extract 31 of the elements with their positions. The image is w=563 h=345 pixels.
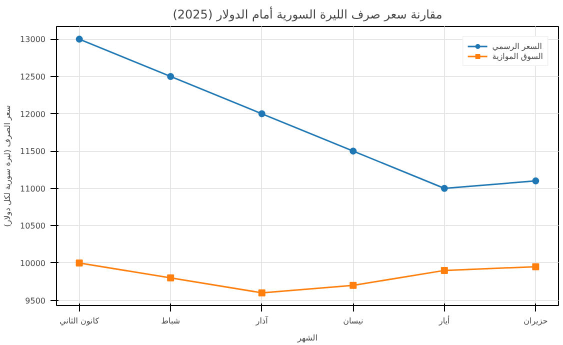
point <box>532 177 540 184</box>
legend-label: السعر الرسمي <box>492 41 542 51</box>
y-tick-label: 11000 <box>20 184 46 194</box>
y-tick-label: 10000 <box>20 258 46 268</box>
y-tick-label: 12500 <box>20 72 46 82</box>
point <box>167 274 174 282</box>
y-tick-label: 9500 <box>25 296 46 306</box>
point <box>258 110 266 118</box>
chart-title: مقارنة سعر صرف الليرة السورية أمام الدولار (2025) <box>172 6 442 22</box>
point <box>532 263 540 270</box>
x-tick-label: كانون الثاني <box>60 316 100 326</box>
x-tick-label: آذار <box>254 316 269 326</box>
y-axis-title: سعر الصرف (ليرة سورية لكل دولار) <box>3 104 12 227</box>
point <box>76 36 83 43</box>
point <box>440 184 448 192</box>
y-tick-label: 11500 <box>20 147 46 156</box>
point <box>258 289 266 296</box>
x-tick-label: أيار <box>438 316 450 326</box>
y-tick-label: 13000 <box>20 35 46 44</box>
point <box>76 259 83 266</box>
x-tick-label: شباط <box>161 316 180 326</box>
point <box>350 148 357 155</box>
point <box>440 266 448 274</box>
point <box>167 72 174 80</box>
x-axis-title: الشهر <box>296 334 318 342</box>
x-tick-label: حزيران <box>524 316 548 326</box>
point <box>350 282 357 289</box>
legend-label: السوق الموازية <box>492 51 543 61</box>
y-tick-label: 12000 <box>20 110 46 119</box>
x-tick-label: نيسان <box>343 316 364 326</box>
y-tick-label: 10500 <box>20 222 46 231</box>
